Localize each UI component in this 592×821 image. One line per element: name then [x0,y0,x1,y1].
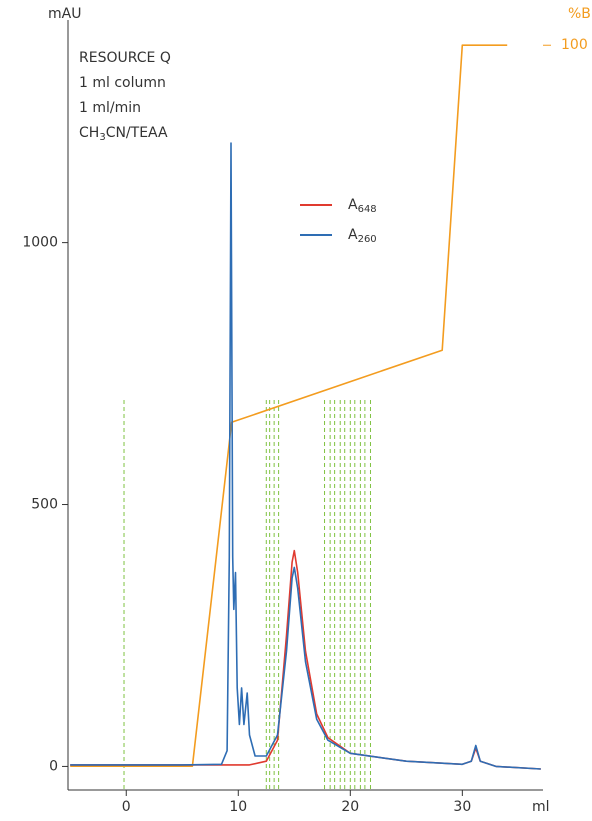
legend-name: A [348,197,358,213]
y-tick-label: 1000 [22,235,58,251]
x-tick-label: 0 [122,799,131,815]
x-tick-label: 10 [229,799,247,815]
annotation: 1 ml column [79,75,166,91]
x-axis-label: ml [532,799,550,815]
x-tick-label: 20 [341,799,359,815]
annotation-sub: 3 [99,132,105,143]
legend-label: A260 [348,227,377,245]
y-tick-label: 0 [49,758,58,774]
legend-sub: 260 [358,234,377,245]
annotation: CH3CN/TEAA [79,125,168,143]
legend-name: A [348,227,358,243]
y-tick-label: 500 [31,497,58,513]
annotation: 1 ml/min [79,100,141,116]
y-axis-label: mAU [48,6,81,22]
x-tick-label: 30 [453,799,471,815]
annotation-part: CN/TEAA [106,125,168,141]
legend-sub: 648 [358,204,377,215]
y2-tick-label: 100 [561,37,588,53]
annotation-part: CH [79,125,99,141]
legend-label: A648 [348,197,377,215]
y2-axis-label: %B [568,6,591,22]
line-series [70,44,508,767]
annotation: RESOURCE Q [79,50,171,66]
line-series [70,142,541,770]
